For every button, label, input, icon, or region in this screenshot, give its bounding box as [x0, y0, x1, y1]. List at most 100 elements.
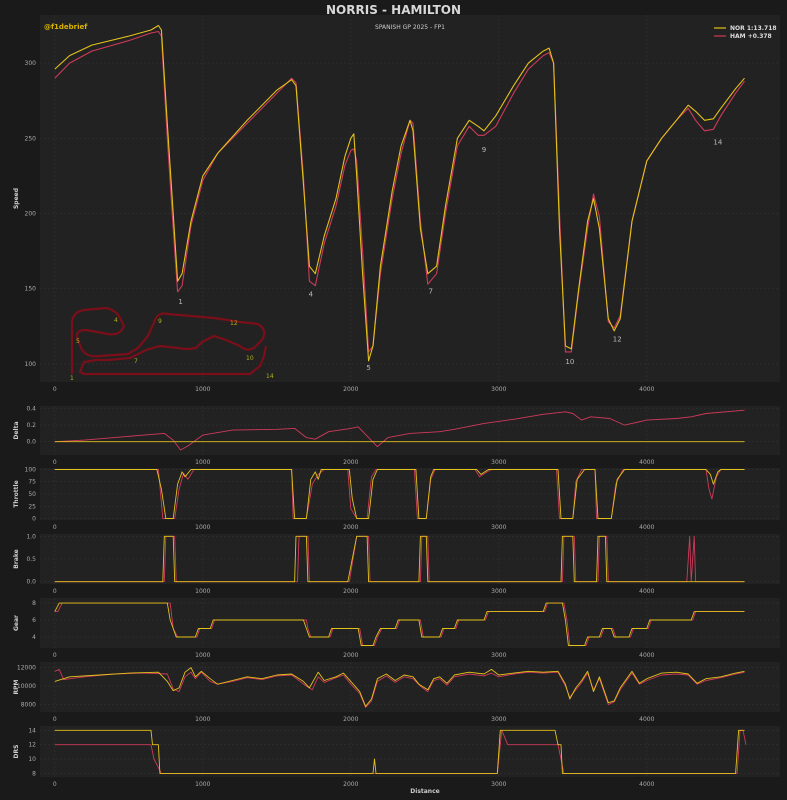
delta-x-tick: 4000	[639, 459, 654, 466]
legend-entry: NOR 1:13.718	[730, 25, 777, 32]
brake-y-tick: 1.0	[26, 533, 36, 540]
drs-series-nor	[54, 729, 745, 774]
drs-x-tick: 1000	[195, 781, 210, 788]
watermark: @f1debrief	[44, 23, 88, 31]
brake-panel: 0 1000 2000 3000 4000 0.0 0.5 1.0 Brake	[13, 533, 780, 595]
speed-corner-label: 1	[178, 298, 182, 306]
speed-series-nor	[54, 24, 745, 362]
track-turn-label: 4	[114, 317, 118, 324]
speed-x-tick: 2000	[343, 386, 358, 393]
drs-panel: 0 1000 2000 3000 4000 8 10 12 14 DRS	[13, 726, 780, 788]
legend-entry: HAM +0.378	[730, 33, 772, 40]
track-turn-label: 7	[134, 358, 138, 365]
rpm-series-nor	[54, 667, 745, 707]
brake-series-nor	[54, 535, 745, 583]
speed-x-tick: 3000	[491, 386, 506, 393]
throttle-y-label: Throttle	[13, 480, 20, 507]
drs-y-tick: 8	[32, 770, 36, 777]
speed-y-tick: 200	[25, 211, 37, 218]
speed-y-tick: 150	[25, 286, 37, 293]
delta-x-tick: 3000	[491, 459, 506, 466]
rpm-y-tick: 12000	[17, 665, 36, 672]
gear-y-tick: 4	[32, 634, 36, 641]
brake-y-label: Brake	[13, 549, 20, 568]
speed-corner-label: 12	[613, 335, 622, 343]
x-axis-label: Distance	[410, 788, 439, 795]
rpm-series-ham	[54, 668, 745, 708]
throttle-panel: 0 1000 2000 3000 4000 0 25 50 75 100 Throttle	[13, 466, 780, 531]
speed-corner-label: 9	[482, 146, 486, 154]
rpm-x-tick: 0	[53, 716, 57, 723]
throttle-y-tick: 75	[28, 479, 36, 486]
speed-y-label: Speed	[13, 188, 20, 209]
throttle-x-tick: 2000	[343, 524, 358, 531]
gear-plot-area	[40, 598, 780, 648]
rpm-x-tick: 4000	[639, 716, 654, 723]
delta-series-ham	[54, 409, 745, 451]
rpm-x-tick: 1000	[195, 716, 210, 723]
track-outline	[70, 306, 268, 376]
delta-y-tick: 0.4	[26, 405, 36, 412]
brake-x-tick: 3000	[491, 588, 506, 595]
brake-x-tick: 0	[53, 588, 57, 595]
drs-plot-area	[40, 726, 780, 777]
brake-x-tick: 1000	[195, 588, 210, 595]
throttle-y-tick: 0	[32, 516, 36, 523]
speed-corner-label: 14	[713, 138, 722, 146]
drs-y-tick: 12	[28, 742, 36, 749]
delta-y-tick: 0.2	[26, 422, 36, 429]
speed-y-tick: 250	[25, 135, 37, 142]
rpm-y-tick: 8000	[21, 702, 36, 709]
delta-y-tick: 0.0	[26, 439, 36, 446]
rpm-plot-area	[40, 662, 780, 712]
gear-y-tick: 8	[32, 600, 36, 607]
drs-series-ham	[54, 729, 747, 774]
throttle-y-tick: 50	[28, 491, 36, 498]
gear-x-tick: 0	[53, 652, 57, 659]
throttle-x-tick: 4000	[639, 524, 654, 531]
throttle-x-tick: 1000	[195, 524, 210, 531]
delta-x-tick: 1000	[195, 459, 210, 466]
drs-x-tick: 2000	[343, 781, 358, 788]
rpm-x-tick: 3000	[491, 716, 506, 723]
gear-series-nor	[54, 602, 745, 646]
throttle-x-tick: 0	[53, 524, 57, 531]
track-turn-label: 9	[158, 318, 162, 325]
track-turn-label: 12	[230, 320, 238, 327]
speed-y-tick: 100	[25, 361, 37, 368]
speed-panel: 0 1000 2000 3000 4000100150200250300Speed145…	[13, 15, 780, 393]
speed-corner-label: 5	[366, 364, 370, 372]
rpm-x-tick: 2000	[343, 716, 358, 723]
track-turn-label: 5	[76, 338, 80, 345]
speed-x-tick: 1000	[195, 386, 210, 393]
gear-x-tick: 4000	[639, 652, 654, 659]
throttle-series-nor	[54, 469, 745, 519]
speed-corner-label: 7	[428, 287, 432, 295]
rpm-panel: 0 1000 2000 3000 4000 8000 10000 12000 RPM	[13, 662, 780, 723]
delta-plot-area	[40, 406, 780, 455]
track-turn-label: 14	[266, 373, 274, 380]
throttle-y-tick: 100	[25, 466, 37, 473]
brake-x-tick: 2000	[343, 588, 358, 595]
speed-corner-label: 4	[309, 290, 314, 298]
page-title: NORRIS - HAMILTON	[326, 3, 461, 17]
drs-x-tick: 3000	[491, 781, 506, 788]
gear-x-tick: 1000	[195, 652, 210, 659]
session-label: SPANISH GP 2025 - FP1	[375, 24, 445, 31]
drs-x-tick: 0	[53, 781, 57, 788]
brake-x-tick: 4000	[639, 588, 654, 595]
gear-y-tick: 6	[32, 617, 36, 624]
track-turn-label: 10	[246, 355, 254, 362]
brake-y-tick: 0.0	[26, 579, 36, 586]
delta-x-tick: 2000	[343, 459, 358, 466]
gear-y-label: Gear	[13, 615, 20, 631]
delta-panel: 0 1000 2000 3000 4000 0.0 0.2 0.4 Delta	[13, 405, 780, 466]
speed-x-tick: 4000	[639, 386, 654, 393]
drs-y-label: DRS	[13, 745, 20, 759]
drs-y-tick: 14	[28, 727, 36, 734]
track-turn-label: 1	[70, 375, 74, 382]
gear-panel: 0 1000 2000 3000 4000 4 6 8 Gear	[13, 598, 780, 659]
